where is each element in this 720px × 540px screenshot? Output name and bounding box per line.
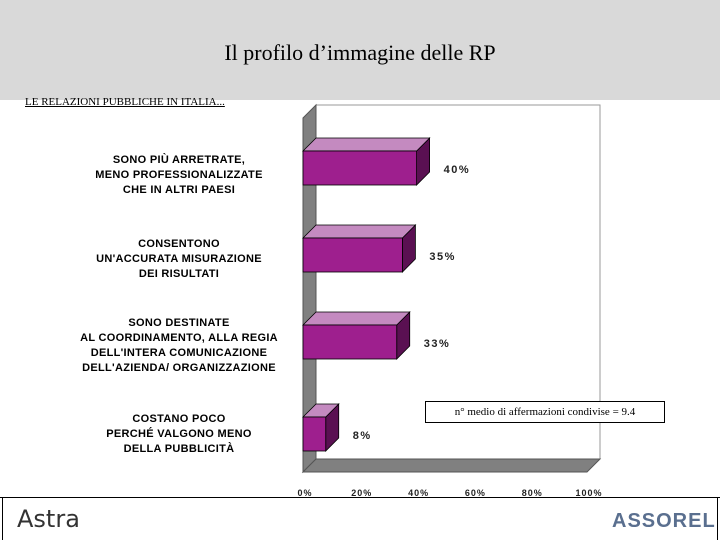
category-label: SONO PIÙ ARRETRATE, MENO PROFESSIONALIZZA…: [60, 153, 298, 198]
category-label-line: SONO PIÙ ARRETRATE,: [112, 153, 246, 166]
footer-left-border: [2, 498, 3, 540]
x-tick-label: 0%: [297, 488, 312, 498]
category-label-line: AL COORDINAMENTO, ALLA REGIA: [80, 332, 278, 344]
bar: [302, 237, 403, 273]
average-note: n° medio di affermazioni condivise = 9.4: [425, 401, 665, 423]
slide-subtitle: LE RELAZIONI PUBBLICHE IN ITALIA...: [25, 96, 225, 108]
bar-top: [302, 311, 411, 326]
slide-title: Il profilo d’immagine delle RP: [224, 40, 496, 65]
category-label: SONO DESTINATE AL COORDINAMENTO, ALLA REG…: [60, 316, 298, 376]
assorel-logo: ASSOREL: [612, 510, 716, 532]
bar-top: [302, 224, 417, 239]
bar: [302, 324, 398, 360]
bar-value-label: 33%: [424, 338, 451, 350]
category-label-line: DEI RISULTATI: [138, 267, 220, 280]
x-tick-label: 20%: [351, 488, 372, 498]
category-label-line: DELL'AZIENDA/ ORGANIZZAZIONE: [82, 362, 276, 374]
x-tick-label: 100%: [575, 488, 602, 498]
category-label: CONSENTONO UN'ACCURATA MISURAZIONE DEI RIS…: [60, 237, 298, 282]
title-band: [0, 0, 720, 100]
category-label-line: SONO DESTINATE: [128, 317, 230, 329]
bar: [302, 150, 417, 186]
category-label-line: DELLA PUBBLICITÀ: [123, 442, 235, 455]
category-label-line: DELL'INTERA COMUNICAZIONE: [90, 347, 268, 359]
category-label-line: CHE IN ALTRI PAESI: [122, 183, 236, 196]
category-label-line: MENO PROFESSIONALIZZATE: [95, 168, 263, 181]
bar-top: [302, 137, 431, 152]
category-label-line: CONSENTONO: [138, 237, 220, 250]
bar-value-label: 8%: [353, 430, 372, 442]
category-label-line: UN'ACCURATA MISURAZIONE: [96, 252, 262, 265]
astra-logo: Astra: [17, 505, 80, 533]
x-tick-label: 40%: [408, 488, 429, 498]
category-label: COSTANO POCO PERCHÉ VALGONO MENO DELLA PUB…: [60, 412, 298, 457]
bar-value-label: 40%: [444, 164, 471, 176]
bar-value-label: 35%: [429, 251, 456, 263]
category-label-line: PERCHÉ VALGONO MENO: [106, 427, 252, 440]
chart-floor: [301, 458, 602, 473]
x-tick-label: 60%: [465, 488, 486, 498]
category-label-line: COSTANO POCO: [132, 412, 226, 425]
bar: [302, 416, 327, 452]
footer-right-border: [717, 498, 718, 540]
footer-divider: [0, 497, 720, 498]
x-tick-label: 80%: [522, 488, 543, 498]
